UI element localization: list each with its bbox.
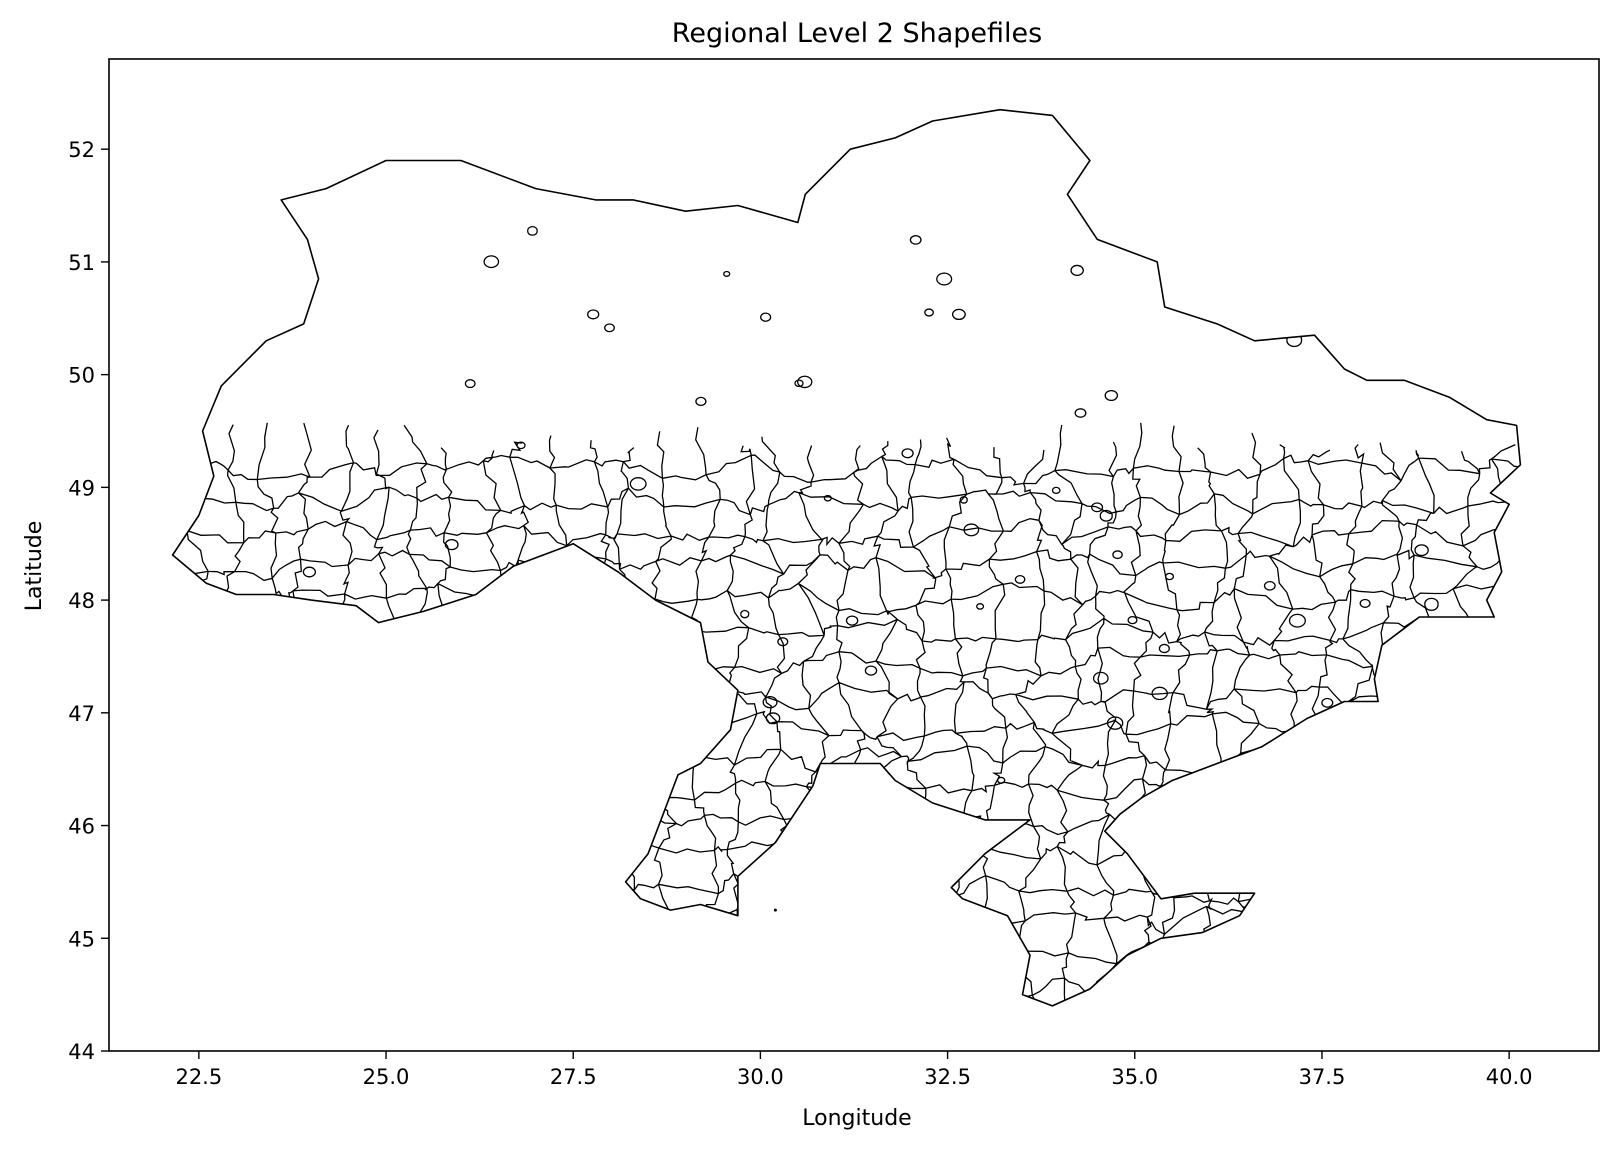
- chart-title: Regional Level 2 Shapefiles: [672, 18, 1042, 49]
- country-outline: [171, 108, 1522, 1007]
- y-tick-label: 45: [68, 927, 95, 951]
- x-tick-label: 37.5: [1299, 1065, 1346, 1089]
- x-tick-label: 22.5: [175, 1065, 222, 1089]
- x-tick-label: 32.5: [924, 1065, 971, 1089]
- x-axis: 22.5 25.0 27.5 30.0 32.5 35.0 37.5 40.0: [175, 1051, 1533, 1089]
- y-tick-label: 49: [68, 476, 95, 500]
- y-axis: 44 45 46 47 48 49 50 51 52: [68, 138, 109, 1064]
- x-tick-label: 25.0: [363, 1065, 410, 1089]
- y-tick-label: 47: [68, 702, 95, 726]
- x-tick-label: 40.0: [1486, 1065, 1533, 1089]
- x-tick-label: 35.0: [1111, 1065, 1158, 1089]
- island-marker: [773, 908, 777, 912]
- x-tick-label: 30.0: [737, 1065, 784, 1089]
- x-tick-label: 27.5: [550, 1065, 597, 1089]
- x-axis-label: Longitude: [802, 1106, 911, 1131]
- y-tick-label: 52: [68, 138, 95, 162]
- y-tick-label: 50: [68, 364, 95, 388]
- y-tick-label: 46: [68, 815, 95, 839]
- y-tick-label: 44: [68, 1040, 95, 1064]
- y-tick-label: 48: [68, 589, 95, 613]
- y-axis-label: Latitude: [22, 521, 47, 612]
- y-tick-label: 51: [68, 251, 95, 275]
- axes-frame: [108, 58, 1600, 1052]
